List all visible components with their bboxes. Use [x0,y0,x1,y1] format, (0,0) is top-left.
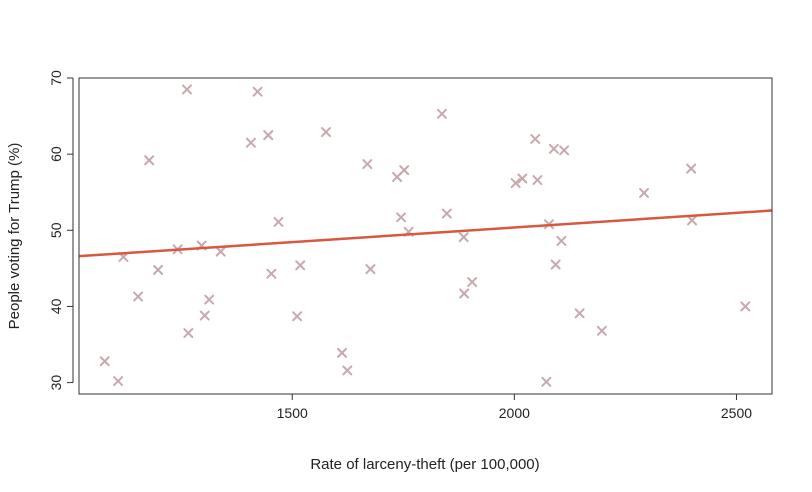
data-point [459,288,470,299]
data-point [320,127,331,138]
data-point [574,308,585,319]
y-tick-label: 50 [48,222,64,238]
data-point [252,86,263,97]
data-point [458,232,469,243]
data-point [548,143,559,154]
data-point [266,268,277,279]
data-point [181,84,192,95]
data-point [362,159,373,170]
data-point [365,264,376,275]
data-point [153,264,164,275]
data-point [441,208,452,219]
data-point [113,376,124,387]
regression-line [78,209,773,258]
y-axis-title: People voting for Trump (%) [6,143,23,330]
data-point [204,294,215,305]
plot-frame [78,77,773,395]
data-point [541,376,552,387]
data-point [336,347,347,358]
data-point [245,137,256,148]
data-point [396,212,407,223]
x-axis: 1500 2000 2500 [277,394,752,421]
data-point [639,187,650,198]
data-point [273,216,284,227]
x-tick-label: 2500 [721,405,752,421]
data-point [436,108,447,119]
y-tick-label: 40 [48,298,64,314]
y-tick-label: 70 [48,70,64,86]
data-point [133,291,144,302]
data-point [559,145,570,156]
data-point [530,133,541,144]
data-point [467,277,478,288]
data-point [263,130,274,141]
data-point [740,301,751,312]
data-point [550,259,561,270]
data-point [295,260,306,271]
x-tick-label: 2000 [499,405,530,421]
y-tick-label: 60 [48,146,64,162]
data-point [183,328,194,339]
data-point [215,246,226,257]
data-point [199,310,210,321]
data-point [596,325,607,336]
data-point [556,235,567,246]
data-point [292,311,303,322]
x-tick-label: 1500 [277,405,308,421]
x-axis-title: Rate of larceny-theft (per 100,000) [310,456,539,473]
data-point [99,356,110,367]
data-points [99,84,751,387]
data-point [342,365,353,376]
data-point [399,165,410,176]
data-point [517,173,528,184]
data-point [687,215,698,226]
data-point [686,163,697,174]
y-tick-label: 30 [48,375,64,391]
data-point [144,155,155,166]
data-point [532,175,543,186]
data-point [510,178,521,189]
y-axis: 30 40 50 60 70 [48,70,74,391]
